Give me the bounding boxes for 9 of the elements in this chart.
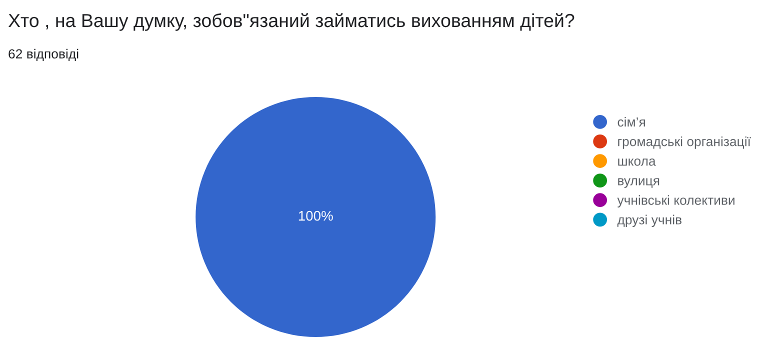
legend-label: школа bbox=[618, 158, 656, 166]
data-label: 100% bbox=[298, 210, 333, 221]
chart-title: Хто , на Вашу думку, зобов"язаний займатись вихованням дітей? bbox=[8, 13, 574, 31]
text: 62 відповіді bbox=[8, 48, 78, 62]
legend-label: вулиця bbox=[618, 178, 660, 188]
legend-label: сім’я bbox=[618, 116, 645, 127]
legend-label: учнівські колективи bbox=[617, 195, 734, 208]
legend-label: громадські організації bbox=[618, 136, 751, 149]
legend-label: друзі учнів bbox=[617, 214, 682, 228]
